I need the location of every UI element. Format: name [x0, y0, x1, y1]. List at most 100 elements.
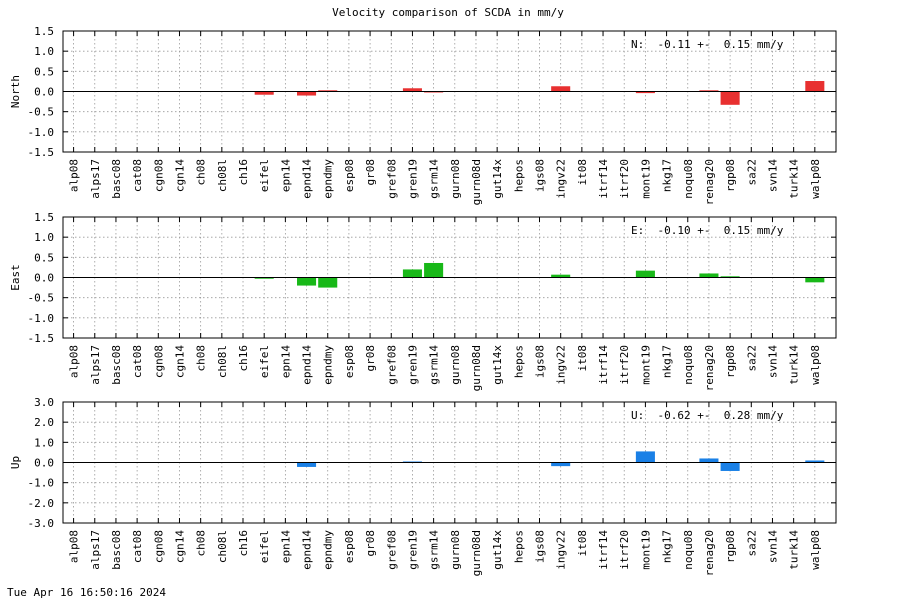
up-ytick-label: 0.0: [34, 457, 54, 470]
east-annotation: E: -0.10 +- 0.15 mm/y: [631, 224, 784, 237]
north-xtick-label: gren19: [406, 159, 419, 199]
up-xtick-label: itrf14: [597, 530, 610, 570]
north-bar: [254, 91, 274, 95]
east-xtick-label: gsrm14: [428, 345, 441, 385]
east-bar: [720, 276, 740, 278]
east-xtick-label: noqu08: [682, 345, 695, 385]
north-xtick-label: esp08: [343, 159, 356, 192]
east-ytick-label: 0.5: [34, 251, 54, 264]
up-xtick-label: turk14: [788, 530, 801, 570]
up-ytick-label: 3.0: [34, 396, 54, 409]
north-annotation: N: -0.11 +- 0.15 mm/y: [631, 38, 784, 51]
up-xtick-label: eifel: [258, 530, 271, 563]
east-bar: [805, 277, 825, 283]
north-xtick-label: alp08: [68, 159, 81, 192]
up-xtick-label: gurn08: [449, 530, 462, 570]
up-bar: [551, 462, 571, 467]
north-xtick-label: gsrm14: [428, 159, 441, 199]
north-xtick-label: gurn08: [449, 159, 462, 199]
east-ytick-label: 0.0: [34, 272, 54, 285]
east-xtick-label: mont19: [639, 345, 652, 385]
up-xtick-label: gsrm14: [428, 530, 441, 570]
north-xtick-label: ch08: [195, 159, 208, 186]
north-bar: [635, 91, 655, 94]
north-xtick-label: cat08: [131, 159, 144, 192]
east-ytick-label: -0.5: [28, 292, 55, 305]
east-xtick-label: basc08: [110, 345, 123, 385]
up-bar: [805, 460, 825, 463]
up-xtick-label: sa22: [745, 530, 758, 557]
east-bar: [318, 277, 338, 288]
up-xtick-label: gr08: [364, 530, 377, 557]
north-bar: [297, 91, 317, 96]
east-xtick-label: cgn14: [173, 345, 186, 378]
east-bar: [402, 269, 422, 278]
east-xtick-label: rgp08: [724, 345, 737, 378]
north-ytick-label: 1.5: [34, 25, 54, 38]
up-xtick-label: gut14x: [491, 530, 504, 570]
up-xtick-label: svn14: [766, 530, 779, 563]
up-plot-frame: [62, 401, 837, 524]
east-xtick-label: gref08: [385, 345, 398, 385]
up-ytick-label: 2.0: [34, 416, 54, 429]
north-xtick-label: svn14: [766, 159, 779, 192]
east-ytick-label: -1.0: [28, 312, 55, 325]
up-xtick-label: cgn14: [173, 530, 186, 563]
up-xtick-label: alps17: [89, 530, 102, 570]
up-annotation: U: -0.62 +- 0.28 mm/y: [631, 409, 784, 422]
north-xtick-label: nkg17: [661, 159, 674, 192]
up-xtick-label: itrf20: [618, 530, 631, 570]
north-xtick-label: itrf20: [618, 159, 631, 199]
east-plot-frame: [62, 216, 837, 339]
east-xtick-label: epn14: [279, 345, 292, 378]
up-ytick-label: -3.0: [28, 517, 55, 530]
north-plot-frame: [62, 30, 837, 153]
north-xtick-label: mont19: [639, 159, 652, 199]
up-ytick-label: -2.0: [28, 497, 55, 510]
north-xtick-label: epn14: [279, 159, 292, 192]
north-xtick-label: walp08: [809, 159, 822, 199]
up-bar: [699, 458, 719, 463]
north-ytick-label: 1.0: [34, 45, 54, 58]
north-xtick-label: renag20: [703, 159, 716, 205]
up-ylabel: Up: [9, 456, 22, 469]
east-bar: [551, 274, 571, 278]
east-xtick-label: ingv22: [555, 345, 568, 385]
up-xtick-label: gurn08d: [470, 530, 483, 576]
north-xtick-label: ch16: [237, 159, 250, 186]
north-xtick-label: ch08l: [216, 159, 229, 192]
up-xtick-label: esp08: [343, 530, 356, 563]
east-xtick-label: sa22: [745, 345, 758, 372]
north-xtick-label: itrf14: [597, 159, 610, 199]
north-xtick-label: sa22: [745, 159, 758, 186]
north-xtick-label: basc08: [110, 159, 123, 199]
east-xtick-label: svn14: [766, 345, 779, 378]
up-xtick-label: mont19: [639, 530, 652, 570]
east-xtick-label: turk14: [788, 345, 801, 385]
east-bar: [699, 273, 719, 278]
north-xtick-label: gr08: [364, 159, 377, 186]
north-xtick-label: rgp08: [724, 159, 737, 192]
east-xtick-label: gr08: [364, 345, 377, 372]
east-bar: [297, 277, 317, 286]
up-xtick-label: it08: [576, 530, 589, 557]
up-xtick-label: epndmy: [322, 530, 335, 570]
east-ytick-label: 1.5: [34, 211, 54, 224]
north-ytick-label: -0.5: [28, 106, 55, 119]
east-xtick-label: it08: [576, 345, 589, 372]
east-xtick-label: alp08: [68, 345, 81, 378]
north-bar: [551, 86, 571, 92]
east-xtick-label: gren19: [406, 345, 419, 385]
east-xtick-label: itrf20: [618, 345, 631, 385]
up-bar: [402, 461, 422, 463]
up-xtick-label: alp08: [68, 530, 81, 563]
east-xtick-label: ch08l: [216, 345, 229, 378]
east-xtick-label: ch08: [195, 345, 208, 372]
east-xtick-label: gurn08d: [470, 345, 483, 391]
up-bar: [720, 462, 740, 471]
east-xtick-label: epnd14: [301, 345, 314, 385]
east-xtick-label: igs08: [534, 345, 547, 378]
east-xtick-label: esp08: [343, 345, 356, 378]
east-xtick-label: cat08: [131, 345, 144, 378]
